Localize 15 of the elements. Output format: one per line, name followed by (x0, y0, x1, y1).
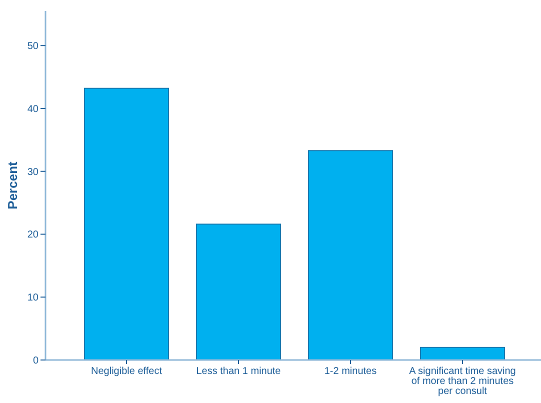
x-tick-label: A significant time saving of more than 2 minutes per consult (409, 366, 516, 397)
y-tick-label: 0 (32, 356, 39, 366)
bar (420, 346, 505, 360)
y-tick-label: 50 (27, 41, 39, 52)
bar (196, 224, 281, 360)
bar (308, 150, 393, 360)
y-axis-title: Percent (5, 160, 20, 210)
y-tick-label: 30 (27, 166, 39, 178)
y-tick-label: 40 (27, 104, 39, 115)
y-tick-label: 20 (27, 230, 39, 241)
x-tick-label: Negligible effect (91, 366, 162, 377)
bar (84, 88, 169, 360)
y-tick-label: 10 (27, 292, 39, 304)
x-tick-label: Less than 1 minute (196, 366, 282, 377)
x-tick-label: 1-2 minutes (324, 366, 377, 377)
